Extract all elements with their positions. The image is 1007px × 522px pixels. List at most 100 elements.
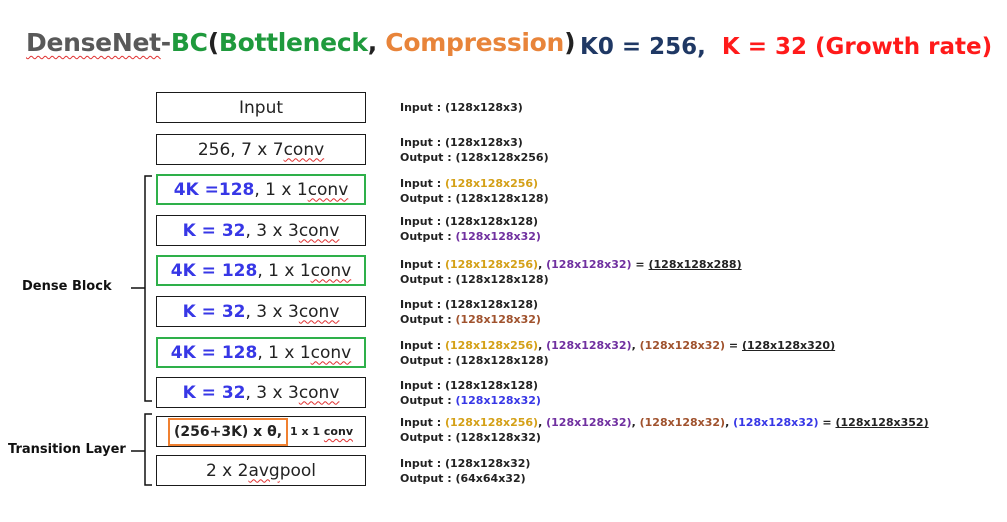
io-equals: = [631,258,649,271]
io-total: (128x128x352) [835,416,929,429]
io-input-value: (128x128x3) [444,101,523,114]
io-bottleneck-3-out: Output : (128x128x128) [400,353,835,368]
io-input: Input : (128x128x3) [400,100,523,115]
io-value: (128x128x32) [444,457,531,470]
io-value: (128x128x32) [455,394,541,407]
conv3-2-k: K = 32 [182,301,246,322]
io-sep: , [631,339,640,352]
transition-conv-word: conv [323,425,353,438]
io-bottleneck-1: Input : (128x128x256) Output : (128x128x… [400,176,549,206]
io-avg-pool: Input : (128x128x32) Output : (64x64x32) [400,456,530,486]
conv7-conv-word: conv [283,139,325,160]
pool-pre: 2 x 2 [205,460,249,481]
io-sep: , [538,258,547,271]
io-sep: , [631,416,640,429]
io-label: Input : [400,298,445,311]
input-box-label: Input [238,97,284,118]
bottleneck-3-rest: , 1 x 1 [257,342,311,363]
io-sep: , [538,416,547,429]
bottleneck-2-conv-word: conv [310,260,352,281]
avg-pool-box: 2 x 2 avg pool [156,455,366,486]
conv3-1-rest: , 3 x 3 [245,220,299,241]
io-label: Input : [400,177,445,190]
conv3-box-1: K = 32, 3 x 3 conv [156,215,366,246]
io-conv3-3-out: Output : (128x128x32) [400,393,541,408]
io-conv3-1: Input : (128x128x128) Output : (128x128x… [400,214,541,244]
conv3-box-2: K = 32, 3 x 3 conv [156,296,366,327]
io-input-line: Input : (128x128x3) [400,100,523,115]
io-label: Input : [400,258,445,271]
io-label: Output : [400,472,456,485]
title-bottleneck: Bottleneck [218,28,368,57]
bottleneck-2-k: 4K = 128 [170,260,258,281]
io-transition-conv-in: Input : (128x128x256), (128x128x32), (12… [400,415,929,430]
io-bottleneck-1-out: Output : (128x128x128) [400,191,549,206]
io-value: (128x128x256) [444,258,539,271]
pool-avg-word: avg [248,460,280,481]
bottleneck-3-k: 4K = 128 [170,342,258,363]
transition-layer-bracket [144,413,152,486]
io-value: (128x128x128) [455,273,549,286]
title-densenet: DenseNet [26,28,161,57]
io-label: Input : [400,457,445,470]
conv3-2-rest: , 3 x 3 [245,301,299,322]
growth-rate-subtitle: K0 = 256, K = 32 (Growth rate) [580,34,992,60]
io-value: (128x128x128) [444,215,539,228]
io-label: Output : [400,354,456,367]
title-b: B [170,28,190,57]
io-label: Output : [400,273,456,286]
io-value: (128x128x32) [639,339,726,352]
io-conv7-out: Output : (128x128x256) [400,150,549,165]
transition-conv-label: 1 x 1 conv [290,425,353,438]
title-compression: Compression [385,28,565,57]
bottleneck-box-2: 4K = 128, 1 x 1 conv [156,255,366,286]
io-label: Output : [400,192,456,205]
conv3-1-conv-word: conv [298,220,340,241]
io-bottleneck-2: Input : (128x128x256), (128x128x32) = (1… [400,257,742,287]
io-conv3-1-out: Output : (128x128x32) [400,229,541,244]
title-close-paren: ) [564,28,576,57]
io-label: Input : [400,416,445,429]
io-conv7: Input : (128x128x3) Output : (128x128x25… [400,135,549,165]
io-label: Output : [400,394,456,407]
io-bottleneck-2-out: Output : (128x128x128) [400,272,742,287]
io-sep: , [538,339,547,352]
title-comma: , [367,28,386,57]
io-avg-pool-in: Input : (128x128x32) [400,456,530,471]
io-value: (128x128x32) [546,339,632,352]
transition-conv-size: 1 x 1 [290,425,324,438]
conv3-2-conv-word: conv [298,301,340,322]
io-value: (128x128x32) [733,416,819,429]
io-value: (128x128x128) [444,298,539,311]
conv7-box: 256, 7 x 7 conv [156,134,366,165]
io-bottleneck-2-in: Input : (128x128x256), (128x128x32) = (1… [400,257,742,272]
io-label: Output : [400,151,456,164]
io-label: Input : [400,215,445,228]
io-transition-conv: Input : (128x128x256), (128x128x32), (12… [400,415,929,445]
io-value: (128x128x256) [444,339,539,352]
io-conv3-2-in: Input : (128x128x128) [400,297,541,312]
conv3-3-rest: , 3 x 3 [245,382,299,403]
io-label: Output : [400,230,456,243]
subtitle-k0: K0 = 256, [580,34,706,60]
io-value: (128x128x128) [444,379,539,392]
io-value: (64x64x32) [455,472,526,485]
io-bottleneck-3: Input : (128x128x256), (128x128x32), (12… [400,338,835,368]
io-label: Input : [400,379,445,392]
io-conv3-3-in: Input : (128x128x128) [400,378,541,393]
io-bottleneck-1-in: Input : (128x128x256) [400,176,549,191]
title-dash: - [160,28,171,57]
input-box: Input [156,92,366,123]
io-label: Output : [400,313,456,326]
io-bottleneck-3-in: Input : (128x128x256), (128x128x32), (12… [400,338,835,353]
io-value: (128x128x32) [455,313,541,326]
transition-layer-label: Transition Layer [8,442,126,457]
io-value: (128x128x128) [455,192,549,205]
bottleneck-1-k: 4K =128 [173,179,255,200]
io-input-label: Input : [400,101,445,114]
io-value: (128x128x256) [444,177,539,190]
diagram-title: DenseNet-BC(Bottleneck, Compression) [26,28,576,57]
io-conv3-1-in: Input : (128x128x128) [400,214,541,229]
conv3-3-k: K = 32 [182,382,246,403]
